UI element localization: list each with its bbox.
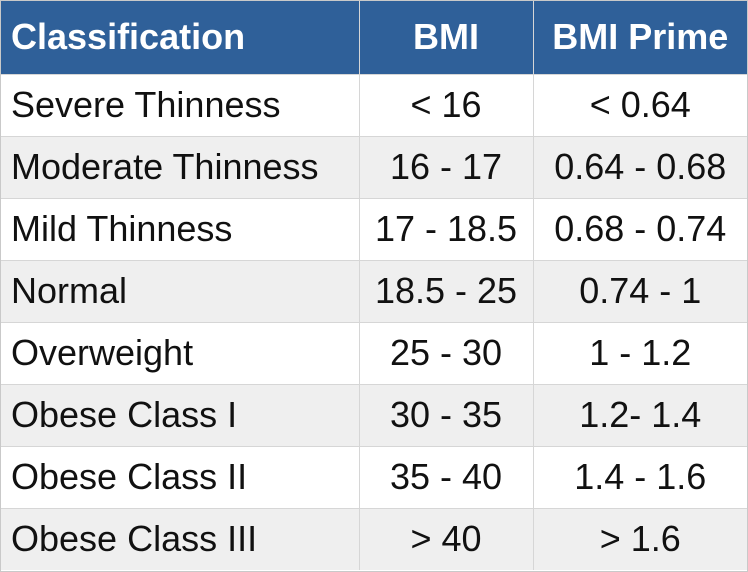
cell-bmi-prime: 1.2- 1.4	[533, 384, 747, 447]
cell-bmi: 18.5 - 25	[359, 260, 534, 323]
cell-bmi: < 16	[359, 74, 534, 137]
cell-classification: Moderate Thinness	[1, 136, 360, 199]
cell-bmi: > 40	[359, 508, 534, 570]
cell-classification: Severe Thinness	[1, 74, 360, 137]
header-bmi-prime: BMI Prime	[533, 1, 747, 75]
table-row: Obese Class III > 40 > 1.6	[1, 508, 747, 570]
cell-bmi: 16 - 17	[359, 136, 534, 199]
table-row: Overweight 25 - 30 1 - 1.2	[1, 322, 747, 385]
table-row: Normal 18.5 - 25 0.74 - 1	[1, 260, 747, 323]
cell-bmi: 17 - 18.5	[359, 198, 534, 261]
cell-classification: Obese Class I	[1, 384, 360, 447]
header-classification: Classification	[1, 1, 360, 75]
table-row: Severe Thinness < 16 < 0.64	[1, 74, 747, 137]
cell-bmi-prime: < 0.64	[533, 74, 747, 137]
cell-bmi-prime: 0.74 - 1	[533, 260, 747, 323]
cell-bmi: 30 - 35	[359, 384, 534, 447]
header-bmi: BMI	[359, 1, 534, 75]
cell-classification: Obese Class II	[1, 446, 360, 509]
cell-classification: Mild Thinness	[1, 198, 360, 261]
table-row: Moderate Thinness 16 - 17 0.64 - 0.68	[1, 136, 747, 199]
cell-bmi-prime: 1.4 - 1.6	[533, 446, 747, 509]
cell-bmi: 25 - 30	[359, 322, 534, 385]
cell-bmi-prime: > 1.6	[533, 508, 747, 570]
cell-classification: Obese Class III	[1, 508, 360, 570]
table-body: Severe Thinness < 16 < 0.64 Moderate Thi…	[1, 74, 747, 570]
header-row: Classification BMI BMI Prime	[1, 1, 747, 75]
table-header: Classification BMI BMI Prime	[1, 1, 747, 75]
cell-classification: Overweight	[1, 322, 360, 385]
cell-bmi-prime: 0.68 - 0.74	[533, 198, 747, 261]
cell-classification: Normal	[1, 260, 360, 323]
table-row: Obese Class I 30 - 35 1.2- 1.4	[1, 384, 747, 447]
cell-bmi: 35 - 40	[359, 446, 534, 509]
cell-bmi-prime: 0.64 - 0.68	[533, 136, 747, 199]
cell-bmi-prime: 1 - 1.2	[533, 322, 747, 385]
table-row: Mild Thinness 17 - 18.5 0.68 - 0.74	[1, 198, 747, 261]
table-row: Obese Class II 35 - 40 1.4 - 1.6	[1, 446, 747, 509]
